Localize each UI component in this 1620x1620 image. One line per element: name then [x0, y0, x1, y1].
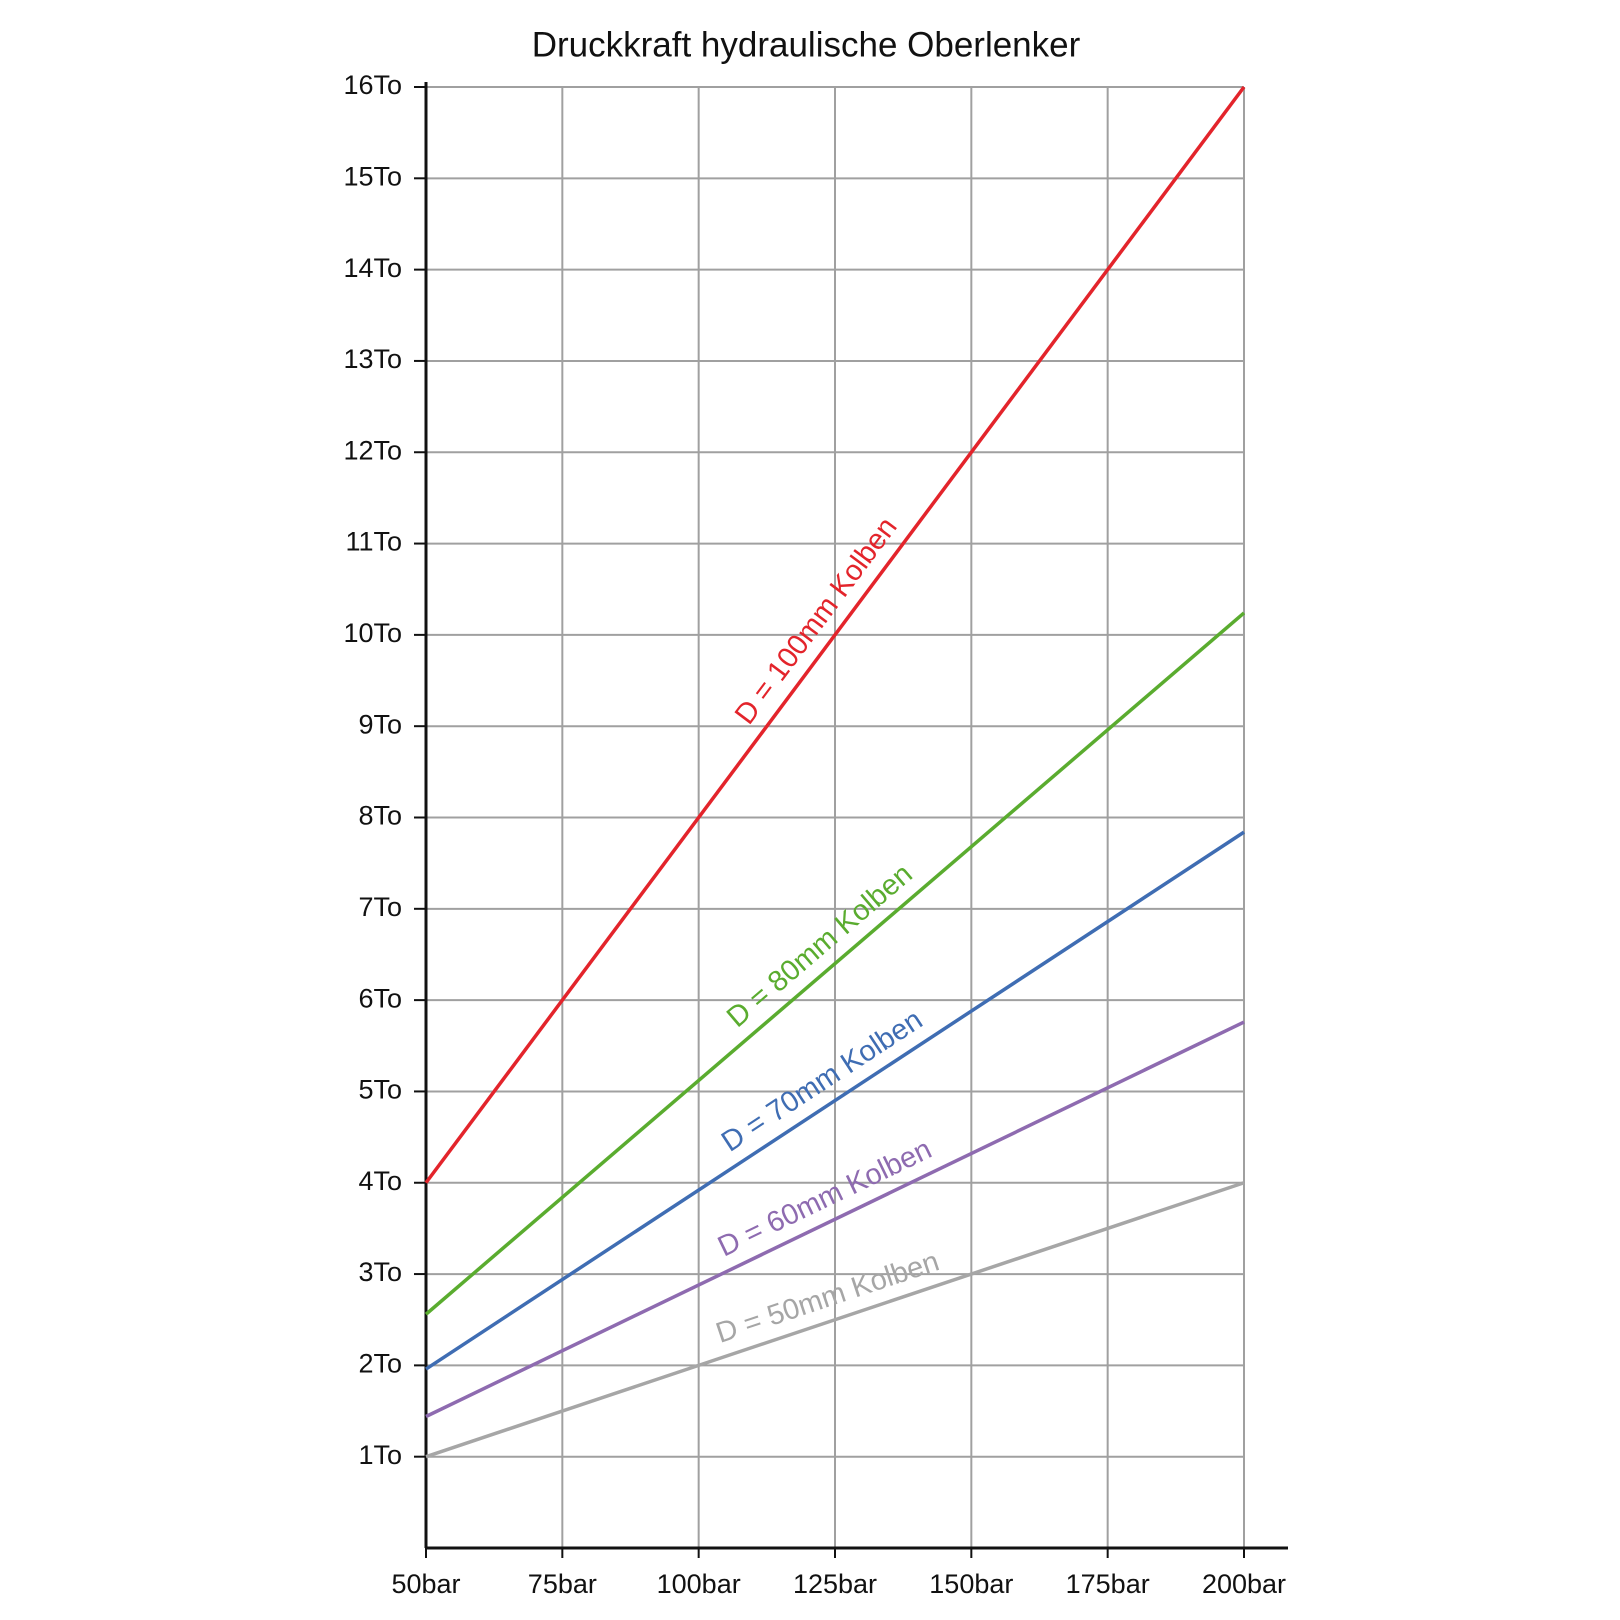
y-tick-label: 2To: [358, 1349, 402, 1379]
x-tick-label: 175bar: [1066, 1569, 1150, 1599]
y-tick-label: 12To: [343, 435, 402, 465]
y-tick-label: 15To: [343, 161, 402, 191]
series-label: D = 80mm Kolben: [721, 858, 919, 1034]
series-line: [425, 1020, 1245, 1419]
series-line: [424, 611, 1246, 1316]
series-line: [425, 1181, 1245, 1459]
y-tick-label: 5To: [358, 1075, 402, 1105]
y-tick-label: 16To: [343, 70, 402, 100]
series-line: [424, 85, 1246, 1184]
chart-title: Druckkraft hydraulische Oberlenker: [532, 25, 1081, 64]
y-tick-label: 13To: [343, 344, 402, 374]
y-tick-label: 14To: [343, 253, 402, 283]
x-tick-label: 100bar: [657, 1569, 741, 1599]
x-tick-label: 50bar: [391, 1569, 460, 1599]
series-label: D = 60mm Kolben: [713, 1133, 937, 1263]
x-tick-label: 125bar: [793, 1569, 877, 1599]
y-tick-label: 4To: [358, 1166, 402, 1196]
y-tick-label: 6To: [358, 983, 402, 1013]
x-tick-label: 200bar: [1202, 1569, 1286, 1599]
y-tick-label: 11To: [345, 527, 402, 557]
y-tick-label: 1To: [358, 1440, 402, 1470]
y-tick-label: 10To: [343, 618, 402, 648]
x-tick-label: 150bar: [929, 1569, 1013, 1599]
y-tick-label: 9To: [358, 709, 402, 739]
y-tick-label: 8To: [358, 801, 402, 831]
series-line: [425, 830, 1245, 1371]
x-tick-label: 75bar: [528, 1569, 597, 1599]
y-tick-label: 3To: [358, 1257, 402, 1287]
y-tick-label: 7To: [358, 892, 402, 922]
